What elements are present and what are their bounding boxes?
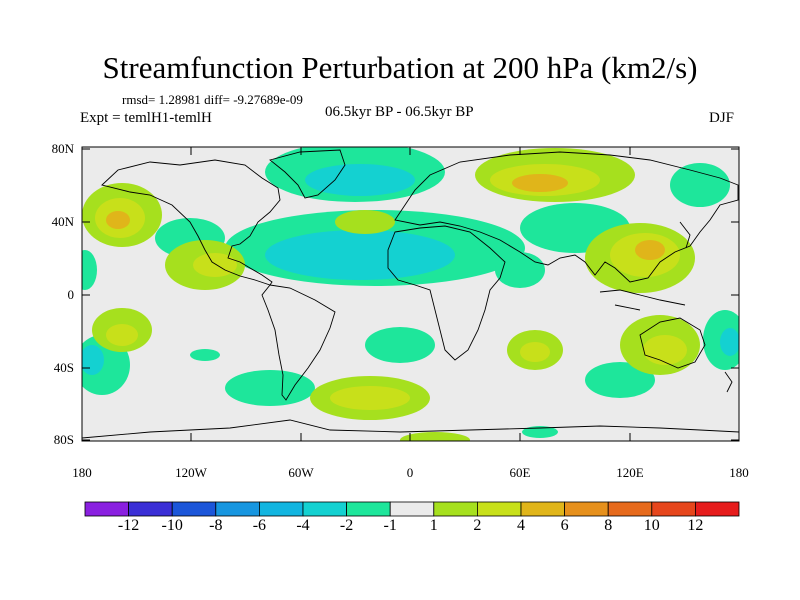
lon-label-0: 0: [406, 465, 414, 480]
stats-label: rmsd= 1.28981 diff= -9.27689e-09: [122, 92, 303, 107]
colorbar-label: -8: [209, 517, 223, 534]
pos-region: [512, 174, 568, 192]
lon-label-120w: 120W: [175, 465, 207, 480]
pos-region: [106, 324, 138, 346]
lat-label-40s: 40S: [53, 360, 74, 375]
experiment-label: Expt = temlH1-temlH: [80, 110, 212, 126]
colorbar-box: [84, 501, 129, 517]
colorbar-box: [476, 501, 522, 517]
coastlines: [82, 149, 739, 439]
neg-region: [265, 230, 455, 280]
colorbar-label: 4: [517, 517, 525, 534]
neg-region: [720, 328, 739, 356]
colorbar-label: -4: [296, 517, 310, 534]
colorbar-label: 12: [687, 517, 704, 534]
pos-region: [106, 211, 130, 229]
neg-region: [225, 370, 315, 406]
colorbar-box: [128, 501, 173, 517]
colorbar-box: [520, 501, 565, 517]
colorbar-box: [346, 501, 391, 517]
pos-region: [335, 210, 395, 234]
lon-label-60e: 60E: [509, 465, 531, 480]
colorbar-box: [302, 501, 347, 517]
lon-ticks: [190, 147, 631, 441]
colorbar-label: 8: [604, 517, 613, 534]
neg-region: [495, 252, 545, 288]
pos-region: [520, 342, 550, 362]
colorbar-label: -10: [161, 517, 183, 534]
lon-label-60w: 60W: [288, 465, 314, 480]
neg-region: [585, 362, 655, 398]
lat-ticks: [82, 148, 739, 441]
lat-label-0: 0: [67, 287, 75, 302]
colorbar-box: [389, 501, 435, 517]
colorbar-label: 1: [429, 517, 438, 534]
lon-label-120e: 120E: [616, 465, 644, 480]
neg-region: [670, 163, 730, 207]
period-label: 06.5kyr BP - 06.5kyr BP: [325, 104, 474, 120]
neg-region: [82, 345, 104, 375]
colorbar-label: -12: [117, 517, 140, 534]
colorbar-label: -6: [252, 517, 267, 534]
colorbar-box: [564, 501, 609, 517]
plot-title: Streamfunction Perturbation at 200 hPa (…: [102, 50, 698, 85]
neg-region: [82, 250, 97, 290]
neg-region: [522, 426, 558, 438]
pos-region: [635, 240, 665, 260]
season-label: DJF: [709, 110, 735, 126]
colorbar-box: [433, 501, 478, 517]
pos-region: [193, 253, 237, 277]
colorbar: [84, 501, 740, 517]
positive-anomalies: [82, 148, 700, 441]
colorbar-label: 10: [643, 517, 660, 534]
colorbar-label: 6: [560, 517, 569, 534]
neg-region: [305, 164, 415, 196]
lon-label-180w: 180: [72, 465, 92, 480]
pos-region: [330, 386, 410, 410]
colorbar-label: -2: [339, 517, 354, 534]
colorbar-label: -1: [383, 517, 397, 534]
pos-region: [400, 432, 470, 441]
lat-label-80n: 80N: [51, 141, 74, 156]
colorbar-box: [215, 501, 260, 517]
pos-region: [643, 335, 687, 365]
colorbar-box: [607, 501, 653, 517]
colorbar-box: [258, 501, 304, 517]
colorbar-box: [695, 501, 740, 517]
contour-fields: [82, 147, 739, 441]
neg-region: [190, 349, 220, 361]
neg-region: [365, 327, 435, 363]
colorbar-box: [171, 501, 217, 517]
colorbar-box: [651, 501, 696, 517]
lat-label-40n: 40N: [51, 214, 74, 229]
colorbar-label: 2: [473, 517, 482, 534]
lat-label-80s: 80S: [53, 432, 74, 447]
lon-label-180e: 180: [729, 465, 749, 480]
